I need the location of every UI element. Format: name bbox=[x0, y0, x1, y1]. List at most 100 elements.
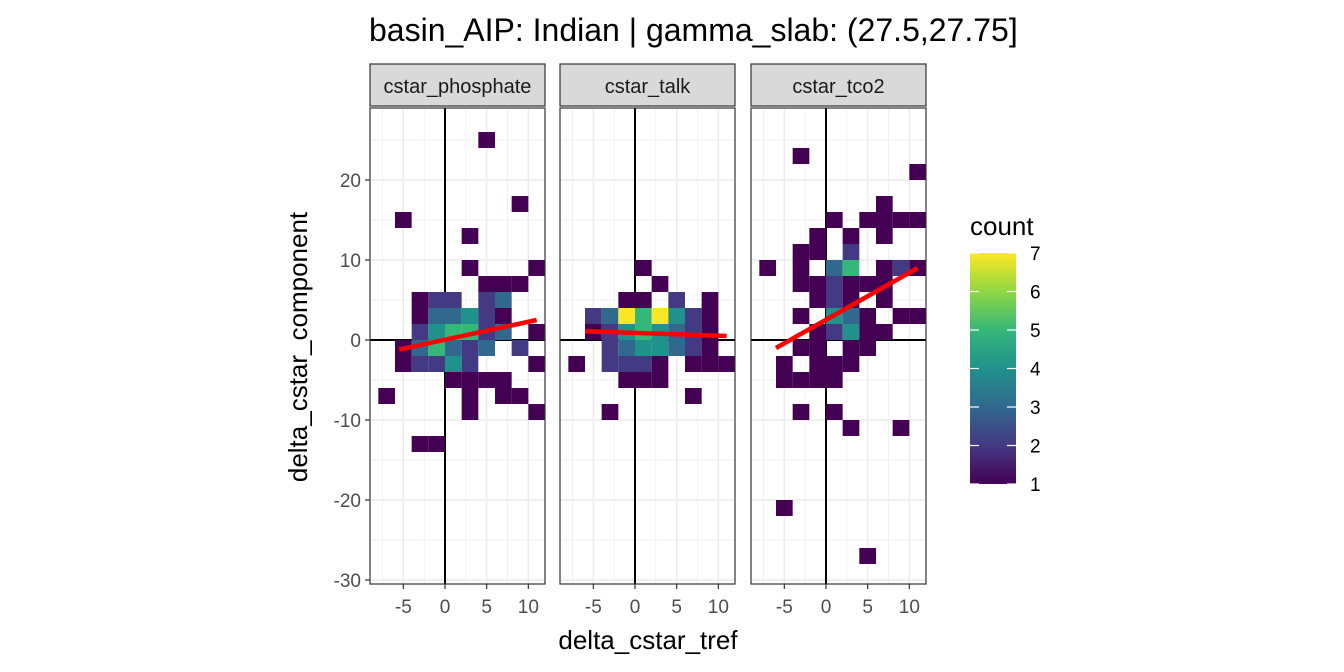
heatmap-cell bbox=[668, 340, 685, 356]
heatmap-cell bbox=[842, 308, 860, 324]
heatmap-cell bbox=[826, 372, 843, 388]
x-tick-label: -5 bbox=[585, 597, 602, 618]
heatmap-cell bbox=[635, 308, 652, 324]
heatmap-cell bbox=[528, 404, 545, 420]
heatmap-cell bbox=[842, 244, 860, 260]
heatmap-cell bbox=[651, 340, 669, 356]
legend-tick-label: 1 bbox=[1030, 475, 1041, 496]
heatmap-cell bbox=[701, 340, 719, 356]
heatmap-cell bbox=[792, 308, 810, 324]
heatmap-cell bbox=[809, 276, 826, 292]
x-tick-label: 5 bbox=[481, 597, 492, 618]
heatmap-cell bbox=[445, 340, 462, 356]
x-tick-label: 0 bbox=[440, 597, 451, 618]
heatmap-cell bbox=[701, 308, 719, 324]
heatmap-cell bbox=[826, 260, 843, 276]
legend-tick-label: 7 bbox=[1030, 244, 1041, 265]
heatmap-cell bbox=[859, 340, 876, 356]
heatmap-cell bbox=[842, 340, 860, 356]
y-tick-label: -10 bbox=[334, 411, 361, 432]
heatmap-cell bbox=[461, 404, 479, 420]
heatmap-cell bbox=[792, 148, 810, 164]
facet-panel-cstar_talk: cstar_talk bbox=[559, 63, 736, 585]
heatmap-cell bbox=[478, 340, 495, 356]
heatmap-cell bbox=[842, 420, 860, 436]
heatmap-cell bbox=[461, 388, 479, 404]
heatmap-cell bbox=[842, 228, 860, 244]
legend-ticks: 1 2 3 4 5 6 7 bbox=[970, 244, 1041, 496]
heatmap-cell bbox=[445, 372, 462, 388]
x-tick-label: 0 bbox=[630, 597, 641, 618]
heatmap-cell bbox=[809, 228, 826, 244]
heatmap-cell bbox=[876, 324, 893, 340]
heatmap-cell bbox=[378, 388, 395, 404]
heatmap-cell bbox=[685, 388, 702, 404]
heatmap-cell bbox=[876, 260, 893, 276]
heatmap-cell bbox=[809, 244, 826, 260]
legend-title: count bbox=[970, 211, 1034, 241]
heatmap-cell bbox=[876, 212, 893, 228]
heatmap-cell bbox=[461, 308, 479, 324]
heatmap-cell bbox=[668, 292, 685, 308]
heatmap-cell bbox=[685, 324, 702, 340]
heatmap-cell bbox=[859, 548, 876, 564]
x-tick-label: 10 bbox=[518, 597, 539, 618]
heatmap-cell bbox=[909, 164, 926, 180]
heatmap-cell bbox=[528, 324, 545, 340]
heatmap-cell bbox=[445, 308, 462, 324]
heatmap-cell bbox=[826, 276, 843, 292]
heatmap-cell bbox=[428, 356, 445, 372]
heatmap-cell bbox=[651, 308, 669, 324]
heatmap-cell bbox=[701, 356, 719, 372]
heatmap-cell bbox=[635, 340, 652, 356]
x-tick-label: 5 bbox=[862, 597, 873, 618]
heatmap-cell bbox=[776, 500, 793, 516]
regression-line bbox=[774, 266, 919, 350]
x-tick-label: 5 bbox=[671, 597, 682, 618]
heatmap-cell bbox=[495, 308, 512, 324]
heatmap-cell bbox=[411, 324, 429, 340]
facet-strip bbox=[559, 63, 736, 107]
heatmap-cell bbox=[495, 276, 512, 292]
heatmap-cell bbox=[876, 292, 893, 308]
heatmap-cell bbox=[635, 260, 652, 276]
x-tick-label: -5 bbox=[776, 597, 793, 618]
heatmap-cell bbox=[618, 372, 635, 388]
heatmap-cell bbox=[651, 276, 669, 292]
facet-strip-label: cstar_tco2 bbox=[792, 76, 884, 98]
heatmap-cell bbox=[478, 292, 495, 308]
heatmap-cell bbox=[826, 212, 843, 228]
regression-line bbox=[398, 317, 538, 352]
heatmap-cell bbox=[892, 260, 910, 276]
heatmap-cell bbox=[428, 292, 445, 308]
x-tick-label: 10 bbox=[899, 597, 920, 618]
heatmap-cell bbox=[909, 308, 926, 324]
heatmap-cell bbox=[685, 308, 702, 324]
heatmap-cell bbox=[892, 308, 910, 324]
facet-strip-label: cstar_talk bbox=[605, 76, 692, 98]
heatmap-cell bbox=[411, 436, 429, 452]
heatmap-cell bbox=[668, 308, 685, 324]
heatmap-cell bbox=[859, 212, 876, 228]
heatmap-cell bbox=[618, 308, 635, 324]
heatmap-cell bbox=[792, 340, 810, 356]
heatmap-cell bbox=[759, 260, 776, 276]
heatmap-cell bbox=[685, 356, 702, 372]
heatmap-cell bbox=[461, 340, 479, 356]
heatmap-cell bbox=[876, 228, 893, 244]
x-axis: -5 0 5 10 -5 0 5 10 -5 0 5 10 bbox=[395, 584, 920, 618]
heatmap-cell bbox=[478, 372, 495, 388]
heatmap-cells bbox=[759, 148, 926, 564]
heatmap-cell bbox=[892, 212, 910, 228]
heatmap-cell bbox=[618, 292, 635, 308]
heatmap-cell bbox=[651, 356, 669, 372]
heatmap-cell bbox=[859, 276, 876, 292]
facet-panels: cstar_phosphate cstar_talk cstar_tco2 bbox=[369, 63, 927, 585]
heatmap-cell bbox=[792, 276, 810, 292]
heatmap-cell bbox=[601, 404, 619, 420]
y-tick-label: 10 bbox=[340, 251, 361, 272]
heatmap-cell bbox=[792, 372, 810, 388]
heatmap-cell bbox=[601, 340, 619, 356]
heatmap-cell bbox=[792, 244, 810, 260]
legend-tick-label: 5 bbox=[1030, 321, 1041, 342]
